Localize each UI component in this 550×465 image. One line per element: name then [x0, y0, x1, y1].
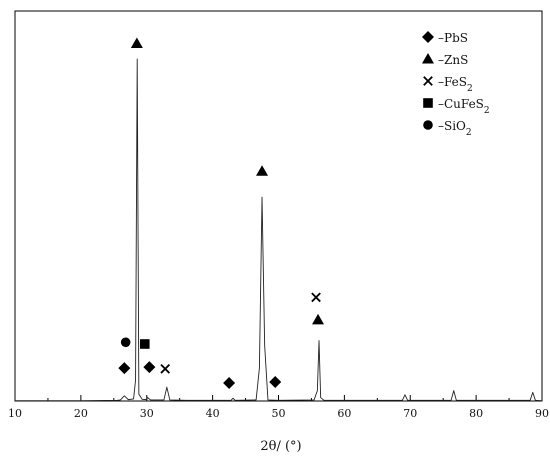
- diamond-marker: [143, 361, 156, 374]
- x-tick-label: 50: [272, 407, 286, 420]
- circle-marker: [120, 337, 131, 348]
- series-layer: [15, 58, 543, 402]
- diamond-marker: [223, 377, 236, 390]
- diamond-marker: [269, 376, 282, 388]
- legend-label: –ZnS: [438, 53, 468, 67]
- triangle-marker: [130, 37, 143, 48]
- square-marker: [423, 98, 433, 108]
- legend-label: –CuFeS2: [438, 97, 490, 116]
- plot-frame: [14, 10, 543, 402]
- x-tick-label: 80: [469, 407, 483, 420]
- cross-marker: [423, 76, 433, 86]
- x-tick-label: 20: [74, 407, 88, 420]
- x-tick-label: 90: [535, 407, 549, 420]
- cross-stroke: [160, 364, 171, 374]
- triangle-marker: [312, 313, 325, 325]
- peak-markers: [118, 37, 325, 390]
- cross-stroke: [423, 76, 433, 86]
- x-tick-label: 60: [337, 407, 351, 420]
- square-marker: [139, 339, 150, 349]
- cross-stroke: [311, 292, 321, 303]
- legend-label: –FeS2: [438, 75, 473, 94]
- cross-marker: [160, 364, 171, 374]
- x-tick-label: 70: [403, 407, 417, 420]
- legend-label: –PbS: [438, 31, 468, 45]
- xrd-pattern-line: [15, 58, 543, 402]
- diamond-marker: [118, 362, 131, 375]
- x-tick-label: 40: [206, 407, 220, 420]
- circle-marker: [423, 120, 433, 130]
- legend-label: –SiO2: [438, 119, 472, 138]
- x-axis: 10 20 30 40 50 60 70 80 90: [8, 395, 549, 420]
- x-tick-label: 30: [140, 407, 154, 420]
- x-axis-title: 2θ/ (°): [260, 439, 301, 454]
- legend: –PbS –ZnS –FeS2 –CuFeS2 –SiO2: [422, 31, 490, 138]
- diamond-marker: [422, 31, 434, 43]
- triangle-marker: [422, 53, 434, 64]
- triangle-marker: [256, 165, 269, 176]
- x-tick-label: 10: [8, 407, 22, 420]
- cross-marker: [311, 292, 321, 303]
